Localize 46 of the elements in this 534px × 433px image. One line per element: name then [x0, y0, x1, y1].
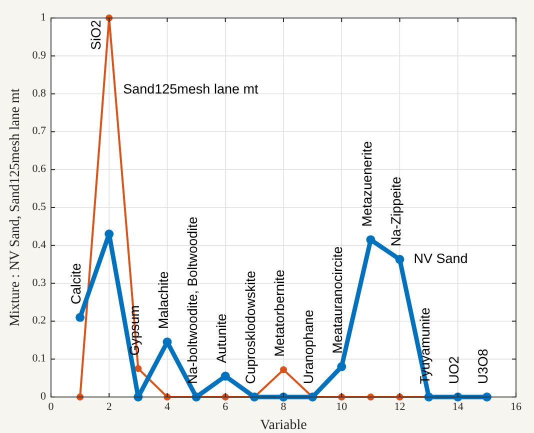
- point: [366, 235, 376, 244]
- y-tick-label: 0.7: [32, 125, 46, 138]
- annotation: Autunite: [214, 314, 229, 364]
- x-tick-label: 10: [336, 401, 348, 413]
- point: [337, 362, 346, 372]
- y-axis-title: Mixture : NV Sand, Sand125mesh lane mt: [8, 88, 24, 327]
- y-tick-label: 0.8: [32, 87, 46, 100]
- annotation: Meatauranocircite: [330, 246, 346, 354]
- annotation: Metazuenerite: [359, 141, 374, 227]
- annotation: Uranophane: [301, 310, 316, 384]
- x-tick-label: 4: [164, 401, 170, 413]
- x-tick-label: 14: [452, 401, 464, 413]
- point: [280, 366, 287, 374]
- point: [395, 254, 404, 264]
- series-label: Sand125mesh lane mt: [123, 82, 258, 97]
- annotation: Na-Zippeite: [388, 176, 404, 246]
- y-tick-label: 0.3: [32, 276, 46, 289]
- annotation: Cuprosklodowskite: [243, 270, 258, 384]
- y-tick-label: 0.5: [32, 201, 46, 214]
- point: [134, 365, 142, 372]
- point: [220, 372, 230, 381]
- annotation: Calcite: [68, 263, 84, 304]
- annotation: Malachite: [156, 271, 171, 330]
- y-tick-label: 0.6: [32, 163, 46, 176]
- annotation: SiO2: [88, 20, 104, 50]
- annotation: Na-boltwoodite, Boltwoodite: [184, 216, 200, 384]
- y-tick-label: 0.9: [32, 49, 46, 62]
- y-tick-label: 0.4: [32, 238, 46, 251]
- annotation: Gypsum: [126, 305, 142, 356]
- annotation: Tyuyamunite: [417, 307, 432, 384]
- x-tick-label: 6: [222, 401, 229, 413]
- y-tick-label: 0: [40, 390, 46, 403]
- x-tick-label: 16: [510, 401, 522, 413]
- series-label: NV Sand: [414, 250, 468, 266]
- point: [76, 312, 85, 322]
- x-axis-title: Variable: [260, 418, 307, 433]
- y-tick-label: 0.2: [32, 314, 46, 327]
- annotation: Metatorbernite: [272, 270, 288, 357]
- annotation: U3O8: [476, 348, 490, 384]
- x-tick-label: 2: [106, 401, 112, 413]
- y-tick-label: 1: [40, 12, 46, 24]
- x-tick-label: 8: [280, 401, 287, 413]
- y-tick-label: 0.1: [32, 352, 46, 365]
- x-tick-label: 12: [394, 401, 406, 413]
- annotation: UO2: [446, 356, 462, 384]
- x-tick-label: 0: [48, 401, 54, 413]
